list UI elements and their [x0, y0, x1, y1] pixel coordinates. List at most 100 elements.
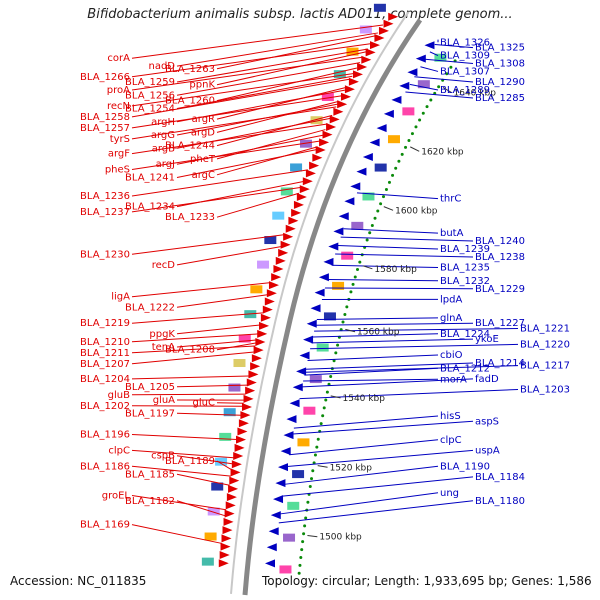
- gene-label[interactable]: groEL: [102, 490, 131, 501]
- gene-label[interactable]: BLA_1203: [520, 384, 570, 395]
- gene-label[interactable]: BLA_1237: [80, 207, 130, 218]
- gene-label[interactable]: BLA_1182: [125, 496, 175, 507]
- gene-label[interactable]: BLA_1208: [165, 345, 215, 356]
- gene-label[interactable]: BLA_1240: [475, 236, 525, 247]
- gene-label[interactable]: BLA_1189: [165, 456, 215, 467]
- gene-label[interactable]: argD: [191, 127, 215, 138]
- gene-label[interactable]: BLA_1256: [125, 90, 175, 101]
- gene-label[interactable]: BLA_1207: [80, 359, 130, 370]
- gene-label[interactable]: BLA_1169: [80, 520, 130, 531]
- gene-label[interactable]: BLA_1325: [475, 43, 525, 54]
- gene-label[interactable]: BLA_1211: [80, 348, 130, 359]
- gene-label[interactable]: argB: [152, 143, 175, 154]
- gene-label[interactable]: recN: [107, 101, 130, 112]
- gene-label[interactable]: ppnK: [189, 80, 215, 91]
- gene-label[interactable]: BLA_1241: [125, 172, 175, 183]
- gene-label[interactable]: argC: [192, 170, 215, 181]
- gene-label[interactable]: BLA_1222: [125, 302, 175, 313]
- gene-label[interactable]: BLA_1196: [80, 430, 130, 441]
- gene-label[interactable]: BLA_1232: [440, 276, 490, 287]
- gene-label[interactable]: aspS: [475, 416, 499, 427]
- gene-label[interactable]: corA: [107, 53, 130, 64]
- gene-label[interactable]: BLA_1233: [165, 212, 215, 223]
- gene-label[interactable]: BLA_1230: [80, 249, 130, 260]
- gene-label[interactable]: uspA: [475, 445, 500, 456]
- gene-label[interactable]: thrC: [440, 194, 461, 205]
- gene-label[interactable]: BLA_1217: [520, 361, 570, 372]
- gene-label[interactable]: BLA_1227: [475, 318, 525, 329]
- gene-label[interactable]: BLA_1186: [80, 461, 130, 472]
- position-ticks: 1640 kbp 1620 kbp 1600 kbp 1580 kbp 1560 kbp…: [307, 86, 496, 543]
- gene-label[interactable]: ligA: [111, 292, 130, 303]
- gene-label[interactable]: tenA: [152, 342, 175, 353]
- gene-label[interactable]: argG: [151, 130, 175, 141]
- gene-label[interactable]: BLA_1221: [520, 324, 570, 335]
- gene-label[interactable]: argF: [108, 149, 130, 160]
- gene-label[interactable]: BLA_1260: [165, 96, 215, 107]
- gene-label[interactable]: BLA_1254: [125, 104, 175, 115]
- gene-label[interactable]: BLA_1307: [440, 66, 490, 77]
- gene-label[interactable]: fadD: [475, 374, 499, 385]
- gene-label[interactable]: BLA_1257: [80, 123, 130, 134]
- gene-label[interactable]: BLA_1326: [440, 37, 490, 48]
- gene-label[interactable]: BLA_1308: [475, 59, 525, 70]
- gene-label[interactable]: BLA_1190: [440, 461, 490, 472]
- gene-label[interactable]: recD: [152, 260, 176, 271]
- gene-label[interactable]: BLA_1205: [125, 382, 175, 393]
- gene-label[interactable]: BLA_1197: [125, 408, 175, 419]
- gene-label[interactable]: argR: [192, 114, 215, 125]
- gene-label[interactable]: gluA: [153, 395, 175, 406]
- gene-label[interactable]: cbiO: [440, 350, 463, 361]
- gene-label[interactable]: tyrS: [110, 134, 130, 145]
- gene-label[interactable]: BLA_1210: [80, 337, 130, 348]
- gene-label[interactable]: BLA_1220: [520, 339, 570, 350]
- gene-label[interactable]: argH: [151, 117, 175, 128]
- gene-label[interactable]: BLA_1214: [475, 358, 525, 369]
- gene-label[interactable]: BLA_1289: [440, 85, 490, 96]
- gene-label[interactable]: pheS: [105, 165, 130, 176]
- gene-label[interactable]: BLA_1184: [475, 472, 525, 483]
- gene-label[interactable]: ung: [440, 488, 459, 499]
- gene-label[interactable]: BLA_1180: [475, 496, 525, 507]
- gene-label[interactable]: clpC: [440, 435, 462, 446]
- gene-label[interactable]: BLA_1219: [80, 318, 130, 329]
- gene-label[interactable]: BLA_1224: [440, 329, 490, 340]
- gene-label[interactable]: gluC: [193, 398, 215, 409]
- gene-label[interactable]: BLA_1244: [165, 141, 215, 152]
- gene-label[interactable]: BLA_1263: [165, 64, 215, 75]
- gene-label[interactable]: BLA_1212: [440, 363, 490, 374]
- gene-label[interactable]: clpC: [108, 445, 130, 456]
- gene-label[interactable]: butA: [440, 228, 464, 239]
- gene-label[interactable]: ykoE: [475, 334, 499, 345]
- gene-label[interactable]: BLA_1238: [475, 252, 525, 263]
- gene-label[interactable]: hisS: [440, 411, 461, 422]
- gene-label[interactable]: glnA: [440, 313, 462, 324]
- gene-label[interactable]: BLA_1285: [475, 93, 525, 104]
- gene-label[interactable]: lpdA: [440, 294, 462, 305]
- gene-label[interactable]: BLA_1234: [125, 202, 175, 213]
- gene-label[interactable]: BLA_1290: [475, 77, 525, 88]
- gene-label[interactable]: pheT: [190, 154, 216, 165]
- gene-label[interactable]: BLA_1229: [475, 284, 525, 295]
- gene-label[interactable]: ppgK: [149, 329, 175, 340]
- gene-label[interactable]: BLA_1266: [80, 72, 130, 83]
- gene-label[interactable]: BLA_1236: [80, 191, 130, 202]
- forward-gene-arrow: [291, 208, 302, 217]
- gene-label[interactable]: BLA_1235: [440, 263, 490, 274]
- gene-label[interactable]: nadD: [148, 61, 175, 72]
- gene-label[interactable]: proA: [107, 85, 130, 96]
- gene-label[interactable]: BLA_1259: [125, 77, 175, 88]
- gene-label[interactable]: morA: [440, 374, 467, 385]
- gene-label[interactable]: BLA_1204: [80, 374, 130, 385]
- gene-label[interactable]: BLA_1185: [125, 469, 175, 480]
- gene-label[interactable]: BLA_1258: [80, 112, 130, 123]
- gene-label[interactable]: gluB: [108, 390, 130, 401]
- gene-label[interactable]: argJ: [156, 159, 175, 170]
- gene-label[interactable]: BLA_1309: [440, 51, 490, 62]
- gene-label[interactable]: cspB: [151, 451, 175, 462]
- reverse-gene-arrow: [399, 81, 410, 90]
- gene-feature-box: [316, 343, 329, 352]
- gene-label[interactable]: BLA_1239: [440, 244, 490, 255]
- gene-label[interactable]: BLA_1202: [80, 401, 130, 412]
